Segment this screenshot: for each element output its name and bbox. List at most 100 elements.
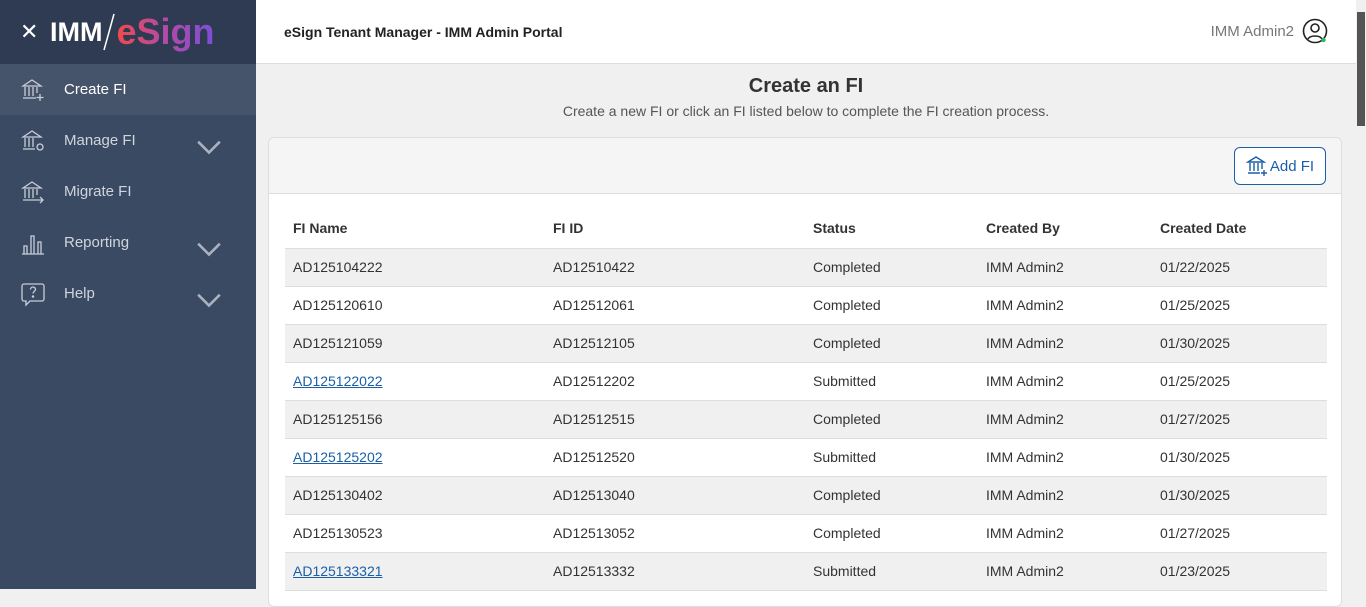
cell-created-date: 01/30/2025 — [1152, 476, 1327, 515]
cell-fi-id: AD12512515 — [545, 400, 805, 439]
sidebar-item-manage-fi[interactable]: Manage FI — [0, 115, 256, 166]
sidebar-item-label: Create FI — [64, 81, 127, 98]
fi-name: AD125125156 — [293, 411, 383, 427]
cell-created-by: IMM Admin2 — [978, 476, 1152, 515]
cell-status: Completed — [805, 400, 978, 439]
cell-status: Submitted — [805, 362, 978, 401]
cell-created-by: IMM Admin2 — [978, 248, 1152, 287]
bank-gear-icon — [20, 129, 44, 151]
scrollbar[interactable] — [1356, 0, 1366, 589]
cell-fi-id: AD12512520 — [545, 438, 805, 477]
cell-created-date: 01/25/2025 — [1152, 362, 1327, 401]
cell-fi-id: AD12512061 — [545, 286, 805, 325]
sidebar-item-label: Help — [64, 285, 95, 302]
cell-fi-id: AD12513040 — [545, 476, 805, 515]
scrollbar-thumb[interactable] — [1357, 12, 1365, 126]
sidebar-item-label: Migrate FI — [64, 183, 132, 200]
help-bubble-icon — [21, 282, 45, 307]
bank-plus-icon — [1245, 156, 1267, 176]
cell-created-date: 01/25/2025 — [1152, 286, 1327, 325]
table-row: AD125120610 AD12512061 Completed IMM Admin2… — [285, 286, 1327, 325]
column-header: Created Date — [1152, 209, 1327, 249]
logo-bar: ✕ IMM eSign — [0, 0, 256, 64]
column-header: Created By — [978, 209, 1152, 249]
cell-created-by: IMM Admin2 — [978, 552, 1152, 591]
cell-created-by: IMM Admin2 — [978, 286, 1152, 325]
chevron-down-icon[interactable] — [196, 235, 222, 261]
close-icon[interactable]: ✕ — [20, 19, 39, 44]
table-row: AD125121059 AD12512105 Completed IMM Admin2… — [285, 324, 1327, 363]
bank-arrow-icon — [20, 180, 44, 203]
cell-fi-name: AD125120610 — [285, 286, 545, 325]
cell-created-by: IMM Admin2 — [978, 438, 1152, 477]
page-subtitle: Create a new FI or click an FI listed be… — [562, 103, 1050, 119]
cell-fi-name: AD125104222 — [285, 248, 545, 287]
cell-fi-id: AD12510422 — [545, 248, 805, 287]
cell-created-by: IMM Admin2 — [978, 514, 1152, 553]
table-header-row: FI Name FI ID Status Created By Created Date — [285, 209, 1327, 249]
cell-fi-name: AD125125156 — [285, 400, 545, 439]
fi-name: AD125130523 — [293, 525, 383, 541]
logo-imm: IMM — [50, 17, 103, 47]
bank-plus-icon — [20, 78, 44, 101]
cell-created-date: 01/30/2025 — [1152, 324, 1327, 363]
sidebar-item-help[interactable]: Help — [0, 268, 256, 319]
cell-fi-id: AD12512202 — [545, 362, 805, 401]
cell-fi-id: AD12513332 — [545, 552, 805, 591]
user-menu[interactable]: IMM Admin2 — [1211, 18, 1328, 44]
sidebar: ✕ IMM eSign Create FI Manage FI Migrate FI R… — [0, 0, 256, 589]
fi-name-link[interactable]: AD125133321 — [293, 563, 383, 579]
cell-created-by: IMM Admin2 — [978, 362, 1152, 401]
add-fi-button[interactable]: Add FI — [1234, 147, 1326, 185]
cell-created-by: IMM Admin2 — [978, 400, 1152, 439]
cell-fi-id: AD12513052 — [545, 514, 805, 553]
bar-chart-icon — [22, 234, 44, 255]
cell-fi-name: AD125130523 — [285, 514, 545, 553]
column-header: Status — [805, 209, 978, 249]
table-row: AD125130523 AD12513052 Completed IMM Admin2… — [285, 514, 1327, 553]
fi-name-link[interactable]: AD125125202 — [293, 449, 383, 465]
cell-status: Submitted — [805, 552, 978, 591]
top-header: eSign Tenant Manager - IMM Admin Portal … — [256, 0, 1356, 64]
cell-created-date: 01/23/2025 — [1152, 552, 1327, 591]
fi-table: FI Name FI ID Status Created By Created Date… — [285, 209, 1327, 591]
app-title: eSign Tenant Manager - IMM Admin Portal — [284, 23, 563, 40]
logo-slash-icon — [103, 13, 116, 51]
logo: IMM eSign — [50, 10, 215, 54]
fi-list-card: Add FI FI Name FI ID Status Created By Creat… — [268, 137, 1342, 607]
cell-fi-name: AD125122022 — [285, 362, 545, 401]
cell-fi-name: AD125133321 — [285, 552, 545, 591]
sidebar-item-label: Manage FI — [64, 132, 136, 149]
chevron-down-icon[interactable] — [196, 133, 222, 159]
fi-name: AD125120610 — [293, 297, 383, 313]
cell-created-date: 01/27/2025 — [1152, 514, 1327, 553]
card-toolbar: Add FI — [269, 138, 1341, 194]
column-header: FI ID — [545, 209, 805, 249]
cell-status: Completed — [805, 324, 978, 363]
sidebar-item-migrate-fi[interactable]: Migrate FI — [0, 166, 256, 217]
logo-esign: eSign — [116, 11, 215, 52]
table-row: AD125122022 AD12512202 Submitted IMM Admin2… — [285, 362, 1327, 401]
column-header: FI Name — [285, 209, 545, 249]
cell-status: Completed — [805, 248, 978, 287]
sidebar-item-create-fi[interactable]: Create FI — [0, 64, 256, 115]
fi-name: AD125104222 — [293, 259, 383, 275]
cell-created-by: IMM Admin2 — [978, 324, 1152, 363]
cell-created-date: 01/30/2025 — [1152, 438, 1327, 477]
table-row: AD125130402 AD12513040 Completed IMM Admin2… — [285, 476, 1327, 515]
cell-created-date: 01/27/2025 — [1152, 400, 1327, 439]
fi-name-link[interactable]: AD125122022 — [293, 373, 383, 389]
cell-fi-name: AD125125202 — [285, 438, 545, 477]
cell-status: Completed — [805, 286, 978, 325]
cell-fi-name: AD125121059 — [285, 324, 545, 363]
cell-created-date: 01/22/2025 — [1152, 248, 1327, 287]
sidebar-item-reporting[interactable]: Reporting — [0, 217, 256, 268]
cell-status: Completed — [805, 514, 978, 553]
table-row: AD125125156 AD12512515 Completed IMM Admin2… — [285, 400, 1327, 439]
user-avatar-icon[interactable] — [1302, 18, 1328, 44]
table-row: AD125125202 AD12512520 Submitted IMM Admin2… — [285, 438, 1327, 477]
fi-name: AD125130402 — [293, 487, 383, 503]
table-row: AD125104222 AD12510422 Completed IMM Admin2… — [285, 248, 1327, 287]
chevron-down-icon[interactable] — [196, 286, 222, 312]
cell-status: Submitted — [805, 438, 978, 477]
